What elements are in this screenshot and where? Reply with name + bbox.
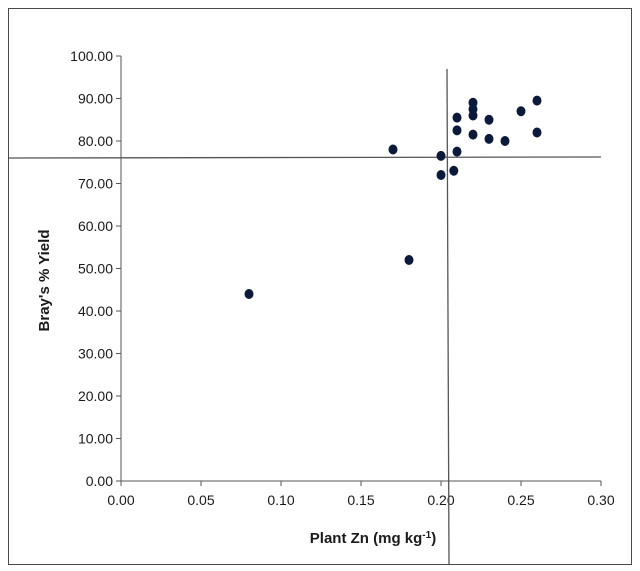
y-tick-label: 0.00 [86,473,113,489]
axes: 0.00 10.00 20.00 30.00 40.00 50.00 60.00 70.00 8… [70,48,615,508]
x-tick-label: 0.00 [107,492,134,508]
axis-labels: Plant Zn (mg kg-1) Bray's % Yield [36,230,436,547]
data-point [484,133,494,144]
data-point [404,255,414,265]
data-point [468,97,478,108]
x-tick-label: 0.10 [267,492,294,508]
data-point [388,144,398,155]
x-axis-title-text: Plant Zn (mg kg [310,530,423,547]
data-point [516,106,526,117]
x-tick-label: 0.25 [507,492,534,508]
y-tick-label: 40.00 [78,303,113,319]
data-points [244,95,542,299]
data-point [532,95,542,106]
x-axis-title: Plant Zn (mg kg-1) [310,530,436,548]
y-tick-label: 30.00 [78,346,113,362]
x-axis-title-superscript: -1 [422,530,431,541]
y-tick-label: 20.00 [78,388,113,404]
data-point [449,165,459,176]
y-tick-label: 80.00 [78,133,113,149]
x-tick-label: 0.30 [587,492,614,508]
y-tick-label: 100.00 [70,48,113,64]
x-tick-label: 0.05 [187,492,214,508]
data-point [452,125,462,136]
data-point [484,114,494,125]
vertical-reference-line [446,68,450,565]
y-tick-label: 10.00 [78,431,113,447]
y-tick-label: 90.00 [78,91,113,107]
x-tick-label: 0.20 [427,492,454,508]
data-point [244,289,254,299]
y-tick-label: 60.00 [78,218,113,234]
data-point [532,127,542,138]
reference-lines [8,68,602,565]
x-axis-title-close: ) [431,530,436,547]
y-tick-label: 50.00 [78,261,113,277]
y-tick-label: 70.00 [78,176,113,192]
data-point [468,129,478,140]
data-point [500,136,510,146]
data-point [436,150,446,161]
data-point [452,146,462,157]
y-axis-title: Bray's % Yield [36,230,53,332]
horizontal-reference-line [8,156,602,159]
scatter-chart: 0.00 10.00 20.00 30.00 40.00 50.00 60.00 70.00 8… [8,48,615,565]
data-point [452,112,462,123]
data-point [436,170,446,180]
chart-frame: 0.00 10.00 20.00 30.00 40.00 50.00 60.00 70.00 8… [8,8,632,565]
x-tick-label: 0.15 [347,492,374,508]
